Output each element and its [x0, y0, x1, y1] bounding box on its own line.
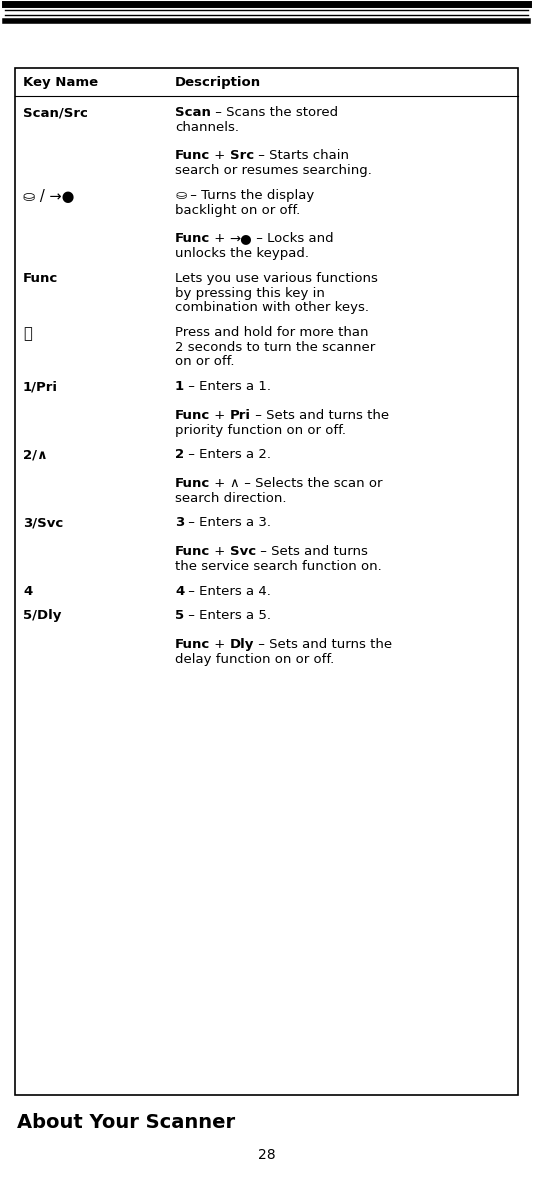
Text: – Sets and turns the: – Sets and turns the	[254, 638, 392, 651]
Text: Svc: Svc	[230, 545, 256, 558]
Text: – Enters a 4.: – Enters a 4.	[184, 584, 271, 598]
Text: →●: →●	[230, 232, 252, 245]
Text: +: +	[210, 150, 230, 163]
Text: 5/Dly: 5/Dly	[23, 609, 61, 622]
Text: 2: 2	[175, 448, 184, 461]
Text: – Enters a 3.: – Enters a 3.	[184, 517, 271, 530]
Text: Func: Func	[175, 477, 210, 490]
Text: – Sets and turns: – Sets and turns	[256, 545, 368, 558]
Text: 2 seconds to turn the scanner: 2 seconds to turn the scanner	[175, 341, 375, 354]
Text: – Enters a 2.: – Enters a 2.	[184, 448, 271, 461]
Text: 4: 4	[23, 584, 33, 598]
Text: +: +	[210, 638, 230, 651]
Text: 1/Pri: 1/Pri	[23, 380, 58, 393]
Text: Dly: Dly	[230, 638, 254, 651]
Text: +: +	[210, 232, 230, 245]
Text: ⛀ / →●: ⛀ / →●	[23, 189, 75, 204]
Text: Key Name: Key Name	[23, 76, 98, 88]
Text: ⏻: ⏻	[23, 326, 32, 341]
Text: About Your Scanner: About Your Scanner	[17, 1113, 235, 1132]
Text: 28: 28	[257, 1148, 276, 1162]
Text: combination with other keys.: combination with other keys.	[175, 301, 369, 314]
Text: search direction.: search direction.	[175, 492, 287, 505]
Text: – Selects the scan or: – Selects the scan or	[239, 477, 382, 490]
Text: Func: Func	[175, 232, 210, 245]
Text: +: +	[210, 409, 230, 422]
Text: – Sets and turns the: – Sets and turns the	[251, 409, 389, 422]
Text: – Starts chain: – Starts chain	[254, 150, 349, 163]
Text: – Locks and: – Locks and	[252, 232, 334, 245]
Text: 1: 1	[175, 380, 184, 393]
Text: channels.: channels.	[175, 120, 239, 133]
Text: backlight on or off.: backlight on or off.	[175, 204, 300, 217]
Text: priority function on or off.: priority function on or off.	[175, 424, 346, 437]
Text: on or off.: on or off.	[175, 355, 235, 368]
Text: – Turns the display: – Turns the display	[186, 189, 314, 202]
Text: Func: Func	[175, 545, 210, 558]
Text: 5: 5	[175, 609, 184, 622]
Text: Func: Func	[175, 409, 210, 422]
Text: 4: 4	[175, 584, 184, 598]
Text: ∧: ∧	[230, 477, 239, 490]
Text: 3/Svc: 3/Svc	[23, 517, 63, 530]
Text: delay function on or off.: delay function on or off.	[175, 653, 334, 666]
Text: – Enters a 5.: – Enters a 5.	[184, 609, 271, 622]
Text: unlocks the keypad.: unlocks the keypad.	[175, 247, 309, 260]
Text: the service search function on.: the service search function on.	[175, 560, 382, 573]
Text: +: +	[210, 477, 230, 490]
Text: Func: Func	[175, 638, 210, 651]
Text: Func: Func	[175, 150, 210, 163]
Bar	[15, 68, 518, 1095]
Text: ⛀: ⛀	[175, 189, 186, 202]
Text: Src: Src	[230, 150, 254, 163]
Text: Press and hold for more than: Press and hold for more than	[175, 326, 368, 339]
Text: search or resumes searching.: search or resumes searching.	[175, 164, 372, 177]
Text: Description: Description	[175, 76, 261, 88]
Text: +: +	[210, 545, 230, 558]
Text: 3: 3	[175, 517, 184, 530]
Text: by pressing this key in: by pressing this key in	[175, 287, 325, 300]
Text: 2/∧: 2/∧	[23, 448, 48, 461]
Text: Scan: Scan	[175, 106, 211, 119]
Text: Func: Func	[23, 271, 58, 284]
Text: – Scans the stored: – Scans the stored	[211, 106, 338, 119]
Text: Scan/Src: Scan/Src	[23, 106, 88, 119]
Text: Pri: Pri	[230, 409, 251, 422]
Text: Lets you use various functions: Lets you use various functions	[175, 271, 378, 284]
Text: – Enters a 1.: – Enters a 1.	[184, 380, 271, 393]
